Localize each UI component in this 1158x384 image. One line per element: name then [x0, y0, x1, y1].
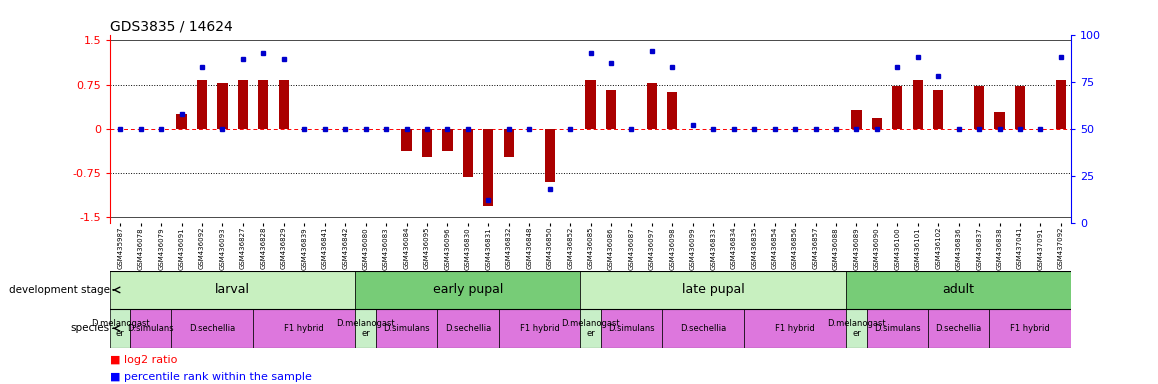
Bar	[580, 271, 846, 309]
Text: D.simulans: D.simulans	[127, 324, 174, 333]
Bar	[176, 114, 186, 129]
Bar	[483, 129, 493, 206]
Bar	[258, 80, 269, 129]
Text: D.melanogast
er: D.melanogast er	[827, 319, 886, 338]
Bar	[131, 309, 171, 348]
Text: adult: adult	[943, 283, 975, 296]
Bar	[402, 129, 411, 151]
Bar	[544, 129, 555, 182]
Bar	[356, 309, 376, 348]
Text: D.sechellia: D.sechellia	[445, 324, 491, 333]
Text: F1 hybrid: F1 hybrid	[775, 324, 815, 333]
Text: F1 hybrid: F1 hybrid	[285, 324, 324, 333]
Bar	[586, 80, 595, 129]
Bar	[504, 129, 514, 157]
Bar	[356, 271, 580, 309]
Bar	[442, 129, 453, 151]
Bar	[254, 309, 356, 348]
Bar	[237, 80, 248, 129]
Bar	[110, 271, 356, 309]
Bar	[1056, 80, 1067, 129]
Text: D.simulans: D.simulans	[608, 324, 654, 333]
Text: D.melanogast
er: D.melanogast er	[562, 319, 620, 338]
Bar	[743, 309, 846, 348]
Bar	[499, 309, 580, 348]
Bar	[928, 309, 989, 348]
Text: D.melanogast
er: D.melanogast er	[91, 319, 149, 338]
Bar	[851, 110, 862, 129]
Bar	[872, 118, 882, 129]
Bar	[846, 271, 1071, 309]
Bar	[110, 309, 131, 348]
Text: early pupal: early pupal	[433, 283, 503, 296]
Bar	[846, 309, 866, 348]
Text: F1 hybrid: F1 hybrid	[520, 324, 559, 333]
Text: development stage: development stage	[9, 285, 110, 295]
Bar	[995, 112, 1005, 129]
Bar	[580, 309, 601, 348]
Bar	[197, 80, 207, 129]
Bar	[989, 309, 1071, 348]
Bar	[463, 129, 472, 177]
Text: D.simulans: D.simulans	[383, 324, 430, 333]
Text: ■ log2 ratio: ■ log2 ratio	[110, 355, 177, 365]
Bar	[601, 309, 662, 348]
Text: D.melanogast
er: D.melanogast er	[336, 319, 395, 338]
Text: late pupal: late pupal	[682, 283, 745, 296]
Bar	[974, 86, 984, 129]
Bar	[218, 83, 228, 129]
Bar	[1014, 86, 1025, 129]
Bar	[662, 309, 743, 348]
Bar	[279, 80, 290, 129]
Text: larval: larval	[215, 283, 250, 296]
Bar	[667, 92, 677, 129]
Bar	[892, 86, 902, 129]
Text: species: species	[71, 323, 110, 333]
Bar	[606, 90, 616, 129]
Bar	[171, 309, 254, 348]
Text: D.sechellia: D.sechellia	[680, 324, 726, 333]
Text: D.sechellia: D.sechellia	[936, 324, 982, 333]
Text: D.simulans: D.simulans	[874, 324, 921, 333]
Bar	[913, 80, 923, 129]
Bar	[933, 90, 944, 129]
Bar	[866, 309, 928, 348]
Bar	[438, 309, 499, 348]
Bar	[376, 309, 438, 348]
Bar	[647, 83, 657, 129]
Text: D.sechellia: D.sechellia	[189, 324, 235, 333]
Text: F1 hybrid: F1 hybrid	[1011, 324, 1050, 333]
Text: ■ percentile rank within the sample: ■ percentile rank within the sample	[110, 372, 312, 382]
Text: GDS3835 / 14624: GDS3835 / 14624	[110, 20, 233, 33]
Bar	[422, 129, 432, 157]
